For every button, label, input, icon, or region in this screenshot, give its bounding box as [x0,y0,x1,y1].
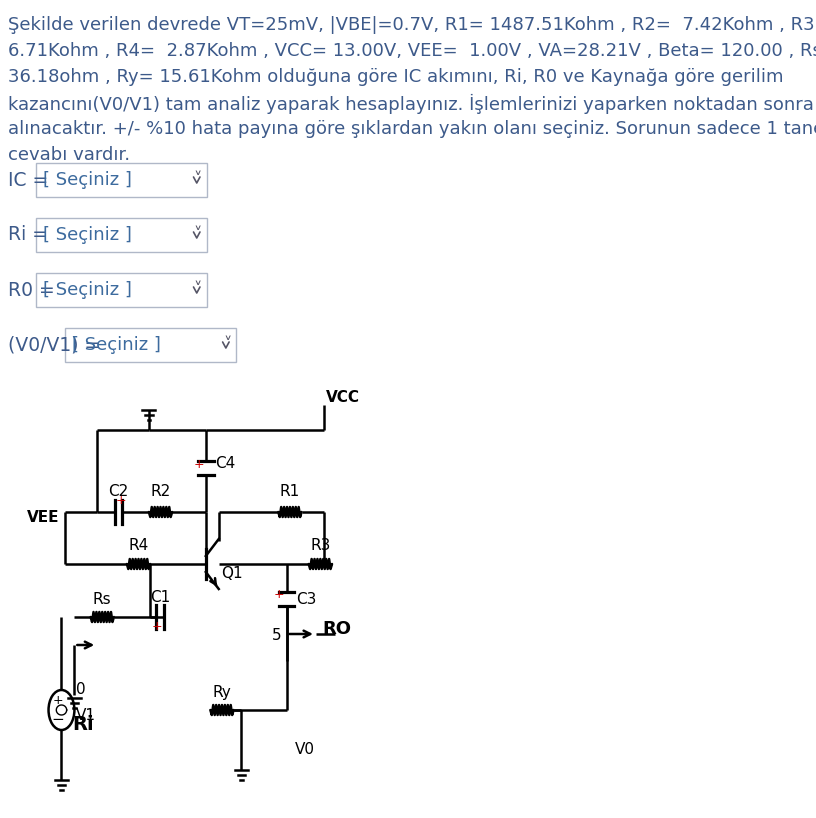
Text: R3: R3 [310,538,330,554]
Text: R0 =: R0 = [8,281,55,299]
Text: 5: 5 [272,628,282,644]
Text: Ry: Ry [213,685,232,699]
Text: IC =: IC = [8,170,48,190]
Text: VEE: VEE [27,510,60,524]
Text: (V0/V1) =: (V0/V1) = [8,335,100,354]
Text: Q1: Q1 [221,567,243,582]
Text: +: + [116,493,126,506]
Text: ˅: ˅ [194,281,202,299]
Text: Ri =: Ri = [8,226,48,245]
Text: ˅: ˅ [194,171,202,189]
Text: C3: C3 [295,591,316,606]
Text: Ri: Ri [73,716,94,735]
Text: +: + [53,694,64,707]
Text: +: + [273,587,284,600]
Text: C1: C1 [149,590,170,605]
Text: 36.18ohm , Ry= 15.61Kohm olduğuna göre IC akımını, Ri, R0 ve Kaynağa göre gerili: 36.18ohm , Ry= 15.61Kohm olduğuna göre I… [8,68,783,86]
FancyBboxPatch shape [64,328,236,362]
Text: RO: RO [322,620,352,638]
Text: [ Seçiniz ]: [ Seçiniz ] [43,171,132,189]
Text: V0: V0 [295,743,314,757]
Text: 6.71Kohm , R4=  2.87Kohm , VCC= 13.00V, VEE=  1.00V , VA=28.21V , Beta= 120.00 ,: 6.71Kohm , R4= 2.87Kohm , VCC= 13.00V, V… [8,42,816,60]
Text: ˅: ˅ [194,226,202,244]
FancyBboxPatch shape [36,163,207,197]
Text: V1: V1 [76,708,95,722]
Text: ˅: ˅ [223,336,232,354]
Text: cevabı vardır.: cevabı vardır. [8,146,130,164]
Text: +: + [194,457,205,470]
Text: [ Seçiniz ]: [ Seçiniz ] [73,336,162,354]
Text: C4: C4 [215,456,235,470]
Text: kazancını(V0/V1) tam analiz yaparak hesaplayınız. İşlemlerinizi yaparken noktada: kazancını(V0/V1) tam analiz yaparak hesa… [8,94,816,114]
Text: [ Seçiniz ]: [ Seçiniz ] [43,226,132,244]
FancyBboxPatch shape [36,273,207,307]
Text: +: + [152,621,162,633]
Text: R4: R4 [128,538,149,554]
Text: [ Seçiniz ]: [ Seçiniz ] [43,281,132,299]
Text: −: − [52,712,64,727]
Text: VCC: VCC [326,390,360,406]
Text: Rs: Rs [93,591,112,606]
Text: R2: R2 [150,484,171,500]
Text: alınacaktır. +/- %10 hata payına göre şıklardan yakın olanı seçiniz. Sorunun sad: alınacaktır. +/- %10 hata payına göre şı… [8,120,816,138]
Text: Şekilde verilen devrede VT=25mV, |VBE|=0.7V, R1= 1487.51Kohm , R2=  7.42Kohm , R: Şekilde verilen devrede VT=25mV, |VBE|=0… [8,16,816,34]
Text: R1: R1 [280,484,300,500]
Text: 0: 0 [76,682,86,698]
FancyBboxPatch shape [36,218,207,252]
Text: C2: C2 [109,484,129,500]
